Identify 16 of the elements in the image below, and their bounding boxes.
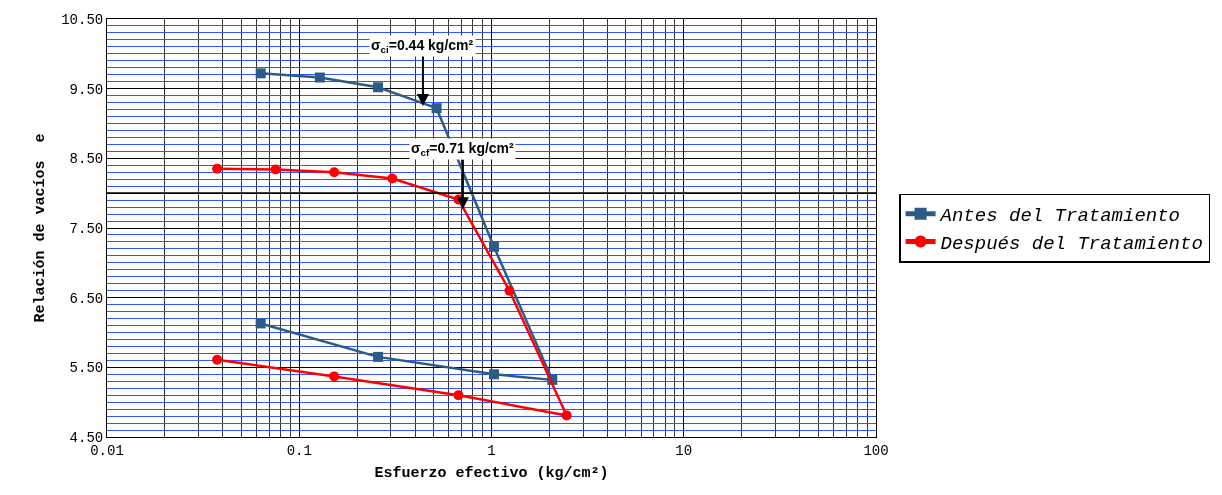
- y-tick-label: 5.50: [69, 360, 104, 377]
- y-tick-label: 9.50: [69, 81, 104, 98]
- y-tick-label: 6.50: [69, 290, 104, 307]
- x-axis-title: Esfuerzo efectivo (kg/cm²): [374, 464, 609, 482]
- x-tick-label: 1: [487, 442, 496, 459]
- legend-label: Después del Tratamiento: [940, 232, 1203, 255]
- x-tick-label: 100: [863, 442, 889, 459]
- y-tick-label: 8.50: [69, 151, 104, 168]
- x-tick-label: 0.1: [286, 442, 312, 459]
- annotation: σ$_{ci}$=0.44 kg/cm²: [371, 37, 474, 55]
- x-tick-label: 10: [675, 442, 693, 459]
- annotation: σ$_{cf}$=0.71 kg/cm²: [411, 140, 515, 158]
- y-tick-label: 10.50: [61, 11, 104, 28]
- y-tick-label: 7.50: [69, 220, 104, 237]
- y-axis-title: Relación de vacíos e: [32, 133, 50, 323]
- legend-label: Antes del Tratamiento: [939, 205, 1181, 228]
